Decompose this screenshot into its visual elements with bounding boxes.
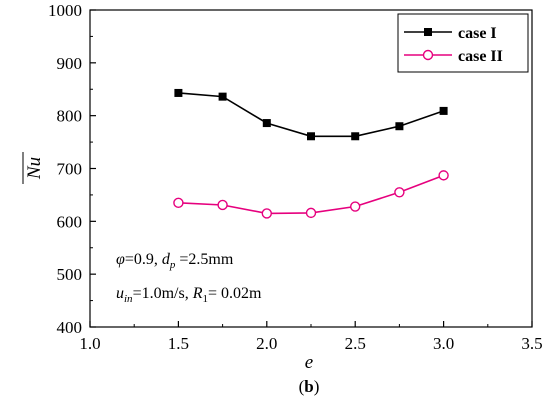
x-tick-label: 2.0 (256, 334, 277, 353)
annotation-r-value: = 0.02m (208, 285, 262, 302)
x-axis-label: e (305, 352, 313, 373)
annotation-r-sub: 1 (202, 293, 208, 305)
y-tick-label: 700 (57, 160, 83, 179)
legend-item-case-1: case I (404, 25, 497, 42)
data-point-case-1 (351, 132, 360, 141)
data-point-case-2 (305, 207, 317, 219)
x-tick-label: 3.5 (521, 334, 542, 353)
x-tick-label: 1.5 (168, 334, 189, 353)
y-tick-label: 500 (57, 265, 83, 284)
legend-label-case-2: case II (458, 48, 503, 65)
annotation-phi-value: =0.9, (125, 251, 162, 268)
x-tick-label: 2.5 (345, 334, 366, 353)
data-point-case-2 (438, 170, 449, 181)
x-tick-label: 3.0 (433, 334, 454, 353)
annotation-d: d (162, 251, 171, 268)
annotation-phi: φ (116, 251, 125, 268)
data-point-case-2 (350, 201, 361, 212)
annotation-d-sub: p (169, 259, 176, 271)
data-point-case-2 (261, 208, 272, 219)
annotation-d-value: =2.5mm (175, 251, 233, 268)
caption-close: ) (314, 377, 320, 396)
data-point-case-2 (173, 197, 184, 209)
data-point-case-1 (395, 122, 404, 131)
annotation-r: R (192, 285, 203, 302)
y-tick-label: 400 (57, 318, 83, 337)
y-tick-label: 900 (57, 54, 83, 73)
legend-marker-case-2 (422, 49, 434, 61)
caption-letter: b (304, 377, 313, 396)
data-point-case-2 (394, 187, 405, 198)
data-point-case-2 (217, 199, 228, 211)
legend-box (397, 13, 529, 73)
x-tick-label: 1.0 (79, 334, 100, 353)
data-point-case-1 (174, 88, 183, 97)
y-axis-label: Nu (24, 157, 45, 180)
y-axis-label-group: Nu (22, 152, 45, 184)
legend-item-case-2: case II (404, 48, 503, 65)
y-tick-label: 800 (57, 107, 83, 126)
y-tick-label: 600 (57, 212, 83, 231)
data-point-case-1 (439, 106, 448, 115)
legend-marker-case-1 (424, 28, 432, 36)
data-point-case-1 (262, 119, 271, 128)
annotation-u-sub: in (124, 293, 133, 305)
data-point-case-1 (218, 92, 227, 101)
figure-caption: (b) (299, 377, 320, 396)
y-tick-label: 1000 (48, 1, 82, 20)
series-line-1 (178, 92, 444, 138)
annotation-line-1: φ=0.9, dp =2.5mm (116, 251, 234, 271)
series-layer (173, 88, 449, 219)
annotation-u-value: =1.0m/s, (133, 285, 193, 302)
caption-open: ( (299, 377, 305, 396)
data-point-case-1 (307, 132, 315, 141)
annotation-line-2: uin=1.0m/s, R1= 0.02m (116, 285, 262, 305)
annotation-u: u (116, 285, 124, 302)
legend: case I case II (397, 13, 529, 73)
axis-ticks: 1.0 1.5 2.0 2.5 3.0 3.5 400 500 600 700 800 900 1000 (48, 1, 543, 353)
legend-label-case-1: case I (458, 25, 497, 42)
